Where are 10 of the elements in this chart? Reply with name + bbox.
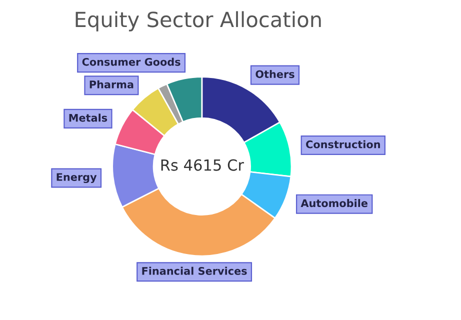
slice-label: Energy <box>56 173 97 184</box>
slice-label: Metals <box>69 114 108 122</box>
slice-label: Consumer Goods <box>82 58 180 66</box>
slice-label: Financial Services <box>142 266 247 275</box>
slice-label: Automobile <box>300 199 368 208</box>
slice-label: Others <box>256 70 294 78</box>
text: Rs 4615 Cr <box>161 159 244 171</box>
slice-label: Construction <box>306 140 380 148</box>
slice-label: Pharma <box>90 80 134 88</box>
chart-title: Equity Sector Allocation <box>76 11 321 32</box>
